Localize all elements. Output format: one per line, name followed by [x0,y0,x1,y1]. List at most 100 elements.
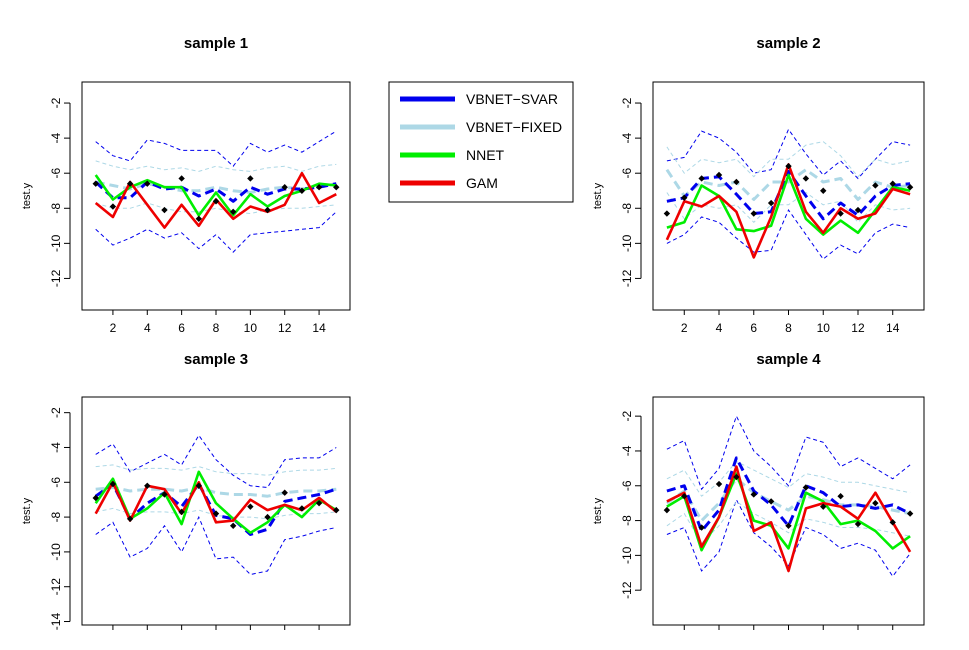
chart-title: sample 3 [184,351,248,368]
data-point [837,493,844,500]
lower-band-line [666,191,911,224]
y-tick-label: -4 [49,442,63,453]
plot-frame [652,81,925,311]
plot-area [663,128,914,260]
data-point [161,491,168,498]
data-point [229,208,237,215]
y-tick-label: -2 [49,97,63,108]
data-point [178,175,185,182]
y-tick-label: -4 [620,445,634,456]
series-line-nnet [94,470,337,535]
data-point [681,493,688,500]
legend-label: VBNET−SVAR [466,91,558,107]
data-point [109,480,117,488]
data-point [802,175,810,182]
chart-title: sample 4 [756,351,821,368]
y-tick-label: -8 [49,511,63,522]
data-point [715,480,723,488]
data-point [109,203,117,210]
data-point [212,510,220,517]
upper-band-line [666,141,911,178]
y-tick-label: -8 [49,203,63,214]
x-tick-label: 12 [278,321,292,335]
series-line-vbnetsvar [666,169,911,221]
data-point [264,513,271,521]
x-tick-label: 10 [817,321,831,335]
legend-label: VBNET−FIXED [466,119,562,135]
data-point [872,182,879,189]
x-tick-label: 14 [886,321,900,335]
y-tick-label: -2 [620,97,634,108]
data-point [750,210,757,217]
x-tick-label: 4 [716,321,723,335]
y-tick-label: -12 [49,578,63,596]
data-point [750,491,757,498]
lower-band-line [95,202,337,215]
data-point [315,184,323,191]
data-point [663,210,671,217]
series-line-gam [666,465,912,573]
data-point [298,187,306,194]
data-point [820,187,827,194]
series-line-nnet [666,173,911,236]
y-tick-label: -10 [620,546,634,564]
data-point [144,482,151,489]
data-point [767,199,775,207]
x-tick-label: 12 [851,321,865,335]
data-point [854,206,862,214]
y-tick-label: -2 [620,410,634,421]
y-tick-label: -10 [620,234,634,252]
data-point [837,210,844,217]
x-tick-label: 6 [750,321,757,335]
y-axis-label: test.y [21,497,33,524]
data-point [733,178,740,186]
y-tick-label: -8 [620,515,634,526]
data-point [906,184,914,191]
data-point [92,494,99,502]
chart-title: sample 2 [756,35,820,52]
data-point [178,508,185,516]
data-point [247,503,254,510]
data-point [92,180,99,187]
series-line-vbnetsvar [666,456,911,533]
plot-area [92,434,340,576]
data-point [264,206,271,214]
x-tick-label: 6 [178,321,185,335]
upper-band-line [95,130,337,167]
y-tick-label: -6 [49,477,63,488]
y-tick-label: -4 [620,132,634,143]
data-point [906,510,914,517]
upper-band-line [95,434,337,489]
chart-title: sample 1 [184,35,248,52]
plot-area [663,414,914,578]
y-axis-label: test.y [592,182,604,209]
legend-label: GAM [466,175,498,191]
data-point [298,505,306,512]
data-point [144,180,151,187]
data-point [229,522,237,529]
data-point [767,498,775,505]
y-tick-label: -12 [620,269,634,287]
data-point [663,506,671,514]
y-tick-label: -10 [49,234,63,252]
y-tick-label: -2 [49,407,63,418]
data-point [126,180,134,187]
series-line-vbnetfixed [666,477,911,523]
upper-band-line [666,460,911,497]
data-point [715,171,723,179]
y-tick-label: -6 [620,480,634,491]
x-tick-label: 8 [213,321,220,335]
y-tick-label: -14 [49,613,63,631]
data-point [315,499,323,507]
x-tick-label: 8 [785,321,792,335]
y-tick-label: -12 [620,581,634,599]
panel-3: sample 3 -2 -4 -6 -8 -10 -12 -14 test.y [21,351,351,631]
x-tick-label: 14 [312,321,326,335]
y-tick-label: -10 [49,543,63,561]
data-point [333,184,340,191]
data-point [785,162,792,170]
y-tick-label: -4 [49,132,63,143]
series-line-vbnetfixed [665,168,911,201]
data-point [698,175,705,182]
